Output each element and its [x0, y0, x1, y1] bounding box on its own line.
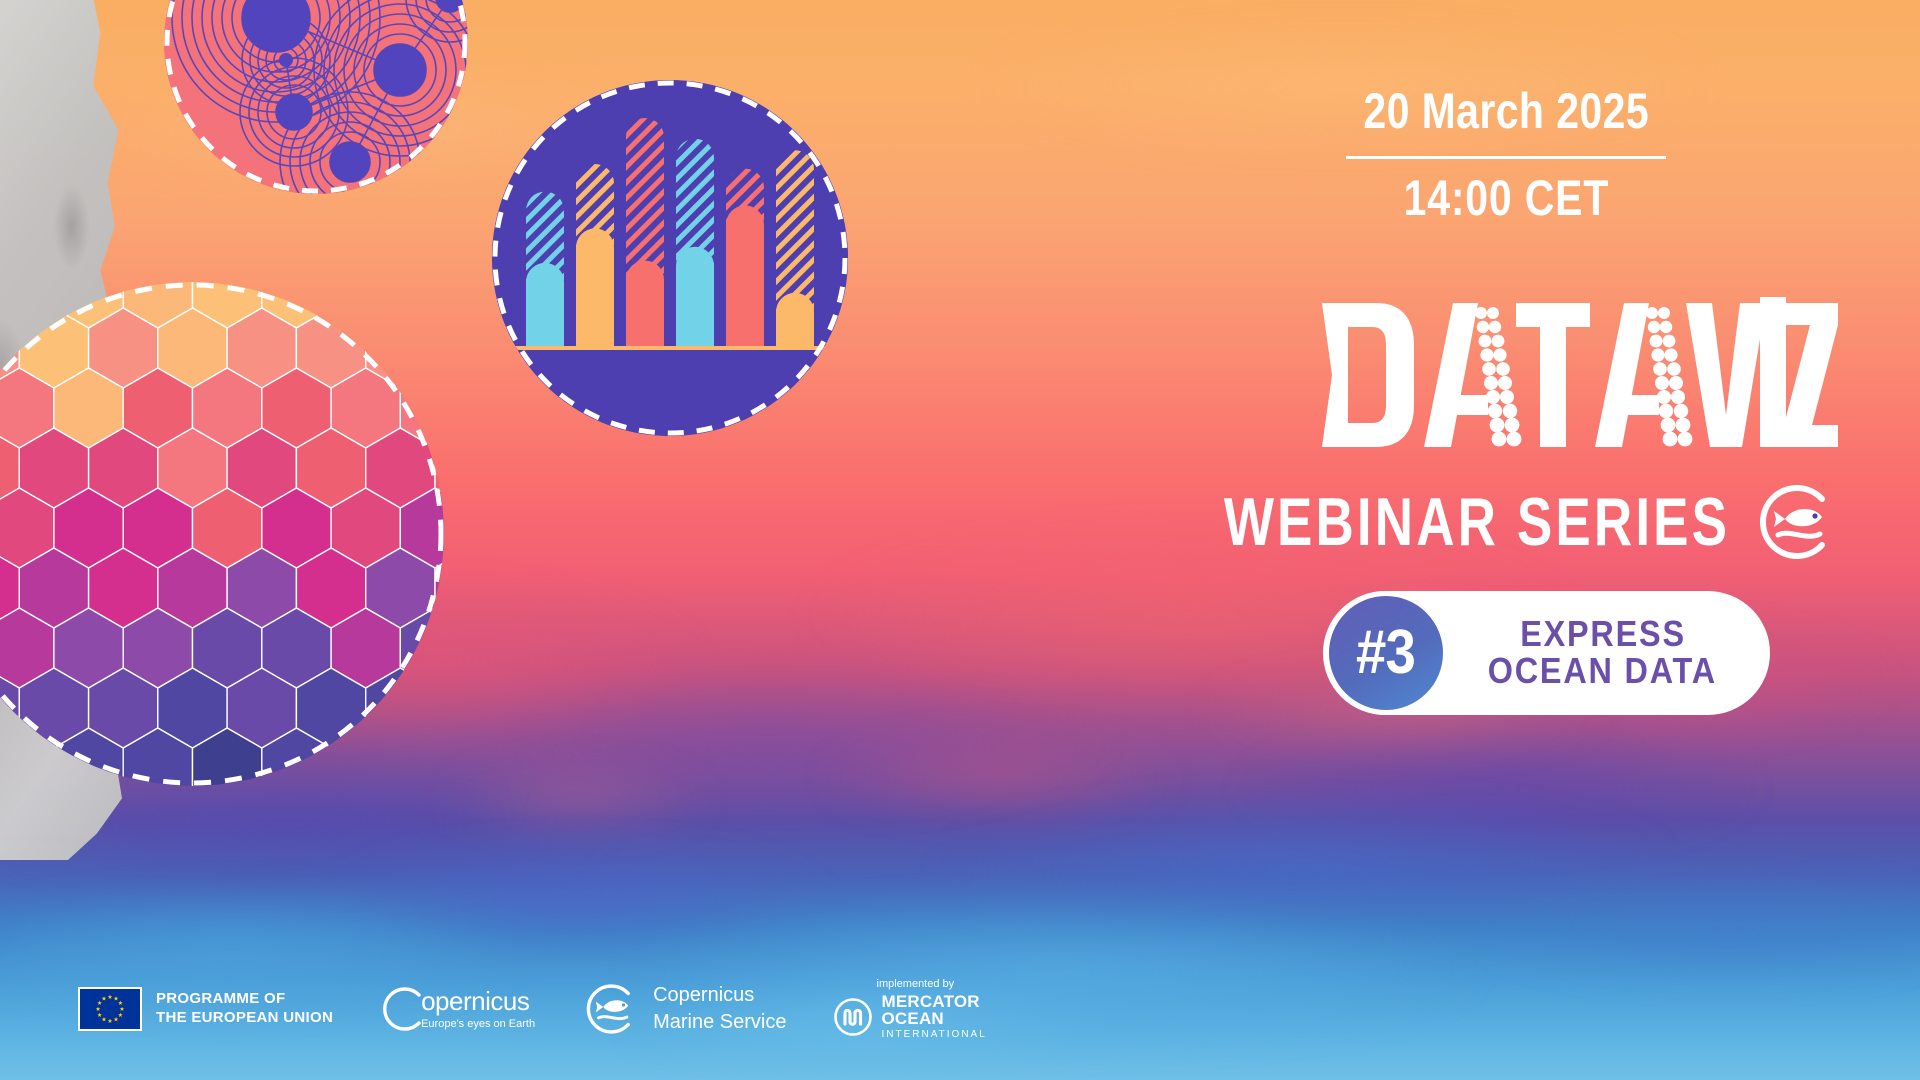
datetime-divider	[1346, 156, 1666, 159]
footer-logos: PROGRAMME OF THE EUROPEAN UNION opernicu…	[78, 978, 987, 1040]
marine-line2: Marine Service	[653, 1011, 787, 1034]
mercator-line3: INTERNATIONAL	[881, 1028, 987, 1040]
datetime-block: 20 March 2025 14:00 CET	[1346, 82, 1666, 227]
dataviz-wordmark-svg	[1322, 297, 1838, 447]
eu-line2: THE EUROPEAN UNION	[156, 1009, 334, 1027]
episode-number-circle: #3	[1323, 591, 1449, 715]
mercator-line2: OCEAN	[881, 1009, 944, 1029]
bar-chart-circle	[492, 80, 848, 436]
webinar-series-label: WEBINAR SERIES	[1223, 484, 1730, 560]
episode-badge[interactable]: #3 EXPRESS OCEAN DATA	[1323, 591, 1770, 715]
event-date: 20 March 2025	[1363, 83, 1649, 139]
webinar-series-row: WEBINAR SERIES	[1081, 479, 1838, 565]
episode-title-line1: EXPRESS	[1519, 613, 1686, 655]
marine-service-logo-group: Copernicus Marine Service	[581, 980, 787, 1038]
fish-icon	[1759, 485, 1825, 559]
eu-programme-text: PROGRAMME OF THE EUROPEAN UNION	[156, 990, 333, 1028]
fish-icon	[586, 984, 631, 1034]
eu-logo-group: PROGRAMME OF THE EUROPEAN UNION	[78, 987, 333, 1032]
hexbin-map-svg	[0, 282, 444, 786]
contour-map-svg	[164, 0, 468, 194]
copernicus-wordmark: opernicus	[421, 986, 530, 1017]
eu-flag-icon	[78, 987, 142, 1032]
mercator-logo-group: implemented by MERCATOR OCEAN INTERNATIO…	[833, 978, 987, 1040]
implemented-by-label: implemented by	[876, 978, 955, 991]
mercator-text: MERCATOR OCEAN INTERNATIONAL	[882, 993, 987, 1040]
mercator-row: MERCATOR OCEAN INTERNATIONAL	[833, 993, 987, 1040]
marine-line1: Copernicus	[653, 984, 755, 1007]
bar-chart-svg	[492, 80, 848, 436]
copernicus-tagline: Europe's eyes on Earth	[421, 1018, 536, 1031]
event-time: 14:00 CET	[1403, 170, 1609, 226]
copernicus-arc-icon	[383, 987, 421, 1031]
episode-number-circle-bg	[1324, 591, 1449, 715]
mercator-m-icon	[833, 997, 872, 1036]
mercator-line1: MERCATOR	[881, 992, 980, 1012]
event-info-column: 20 March 2025 14:00 CET	[1026, 82, 1846, 715]
episode-title-line2: OCEAN DATA	[1488, 650, 1718, 691]
eu-stars-icon	[95, 994, 125, 1024]
copernicus-logo-group: opernicus Europe's eyes on Earth	[379, 985, 535, 1033]
marine-service-text: Copernicus Marine Service	[653, 982, 786, 1036]
bubble-contour-map-circle	[164, 0, 468, 194]
episode-number: #3	[1355, 618, 1416, 687]
eu-line1: PROGRAMME OF	[156, 990, 286, 1008]
dataviz-wordmark	[1318, 297, 1838, 477]
hexbin-map-circle	[0, 282, 444, 786]
episode-title: EXPRESS OCEAN DATA	[1457, 616, 1730, 689]
